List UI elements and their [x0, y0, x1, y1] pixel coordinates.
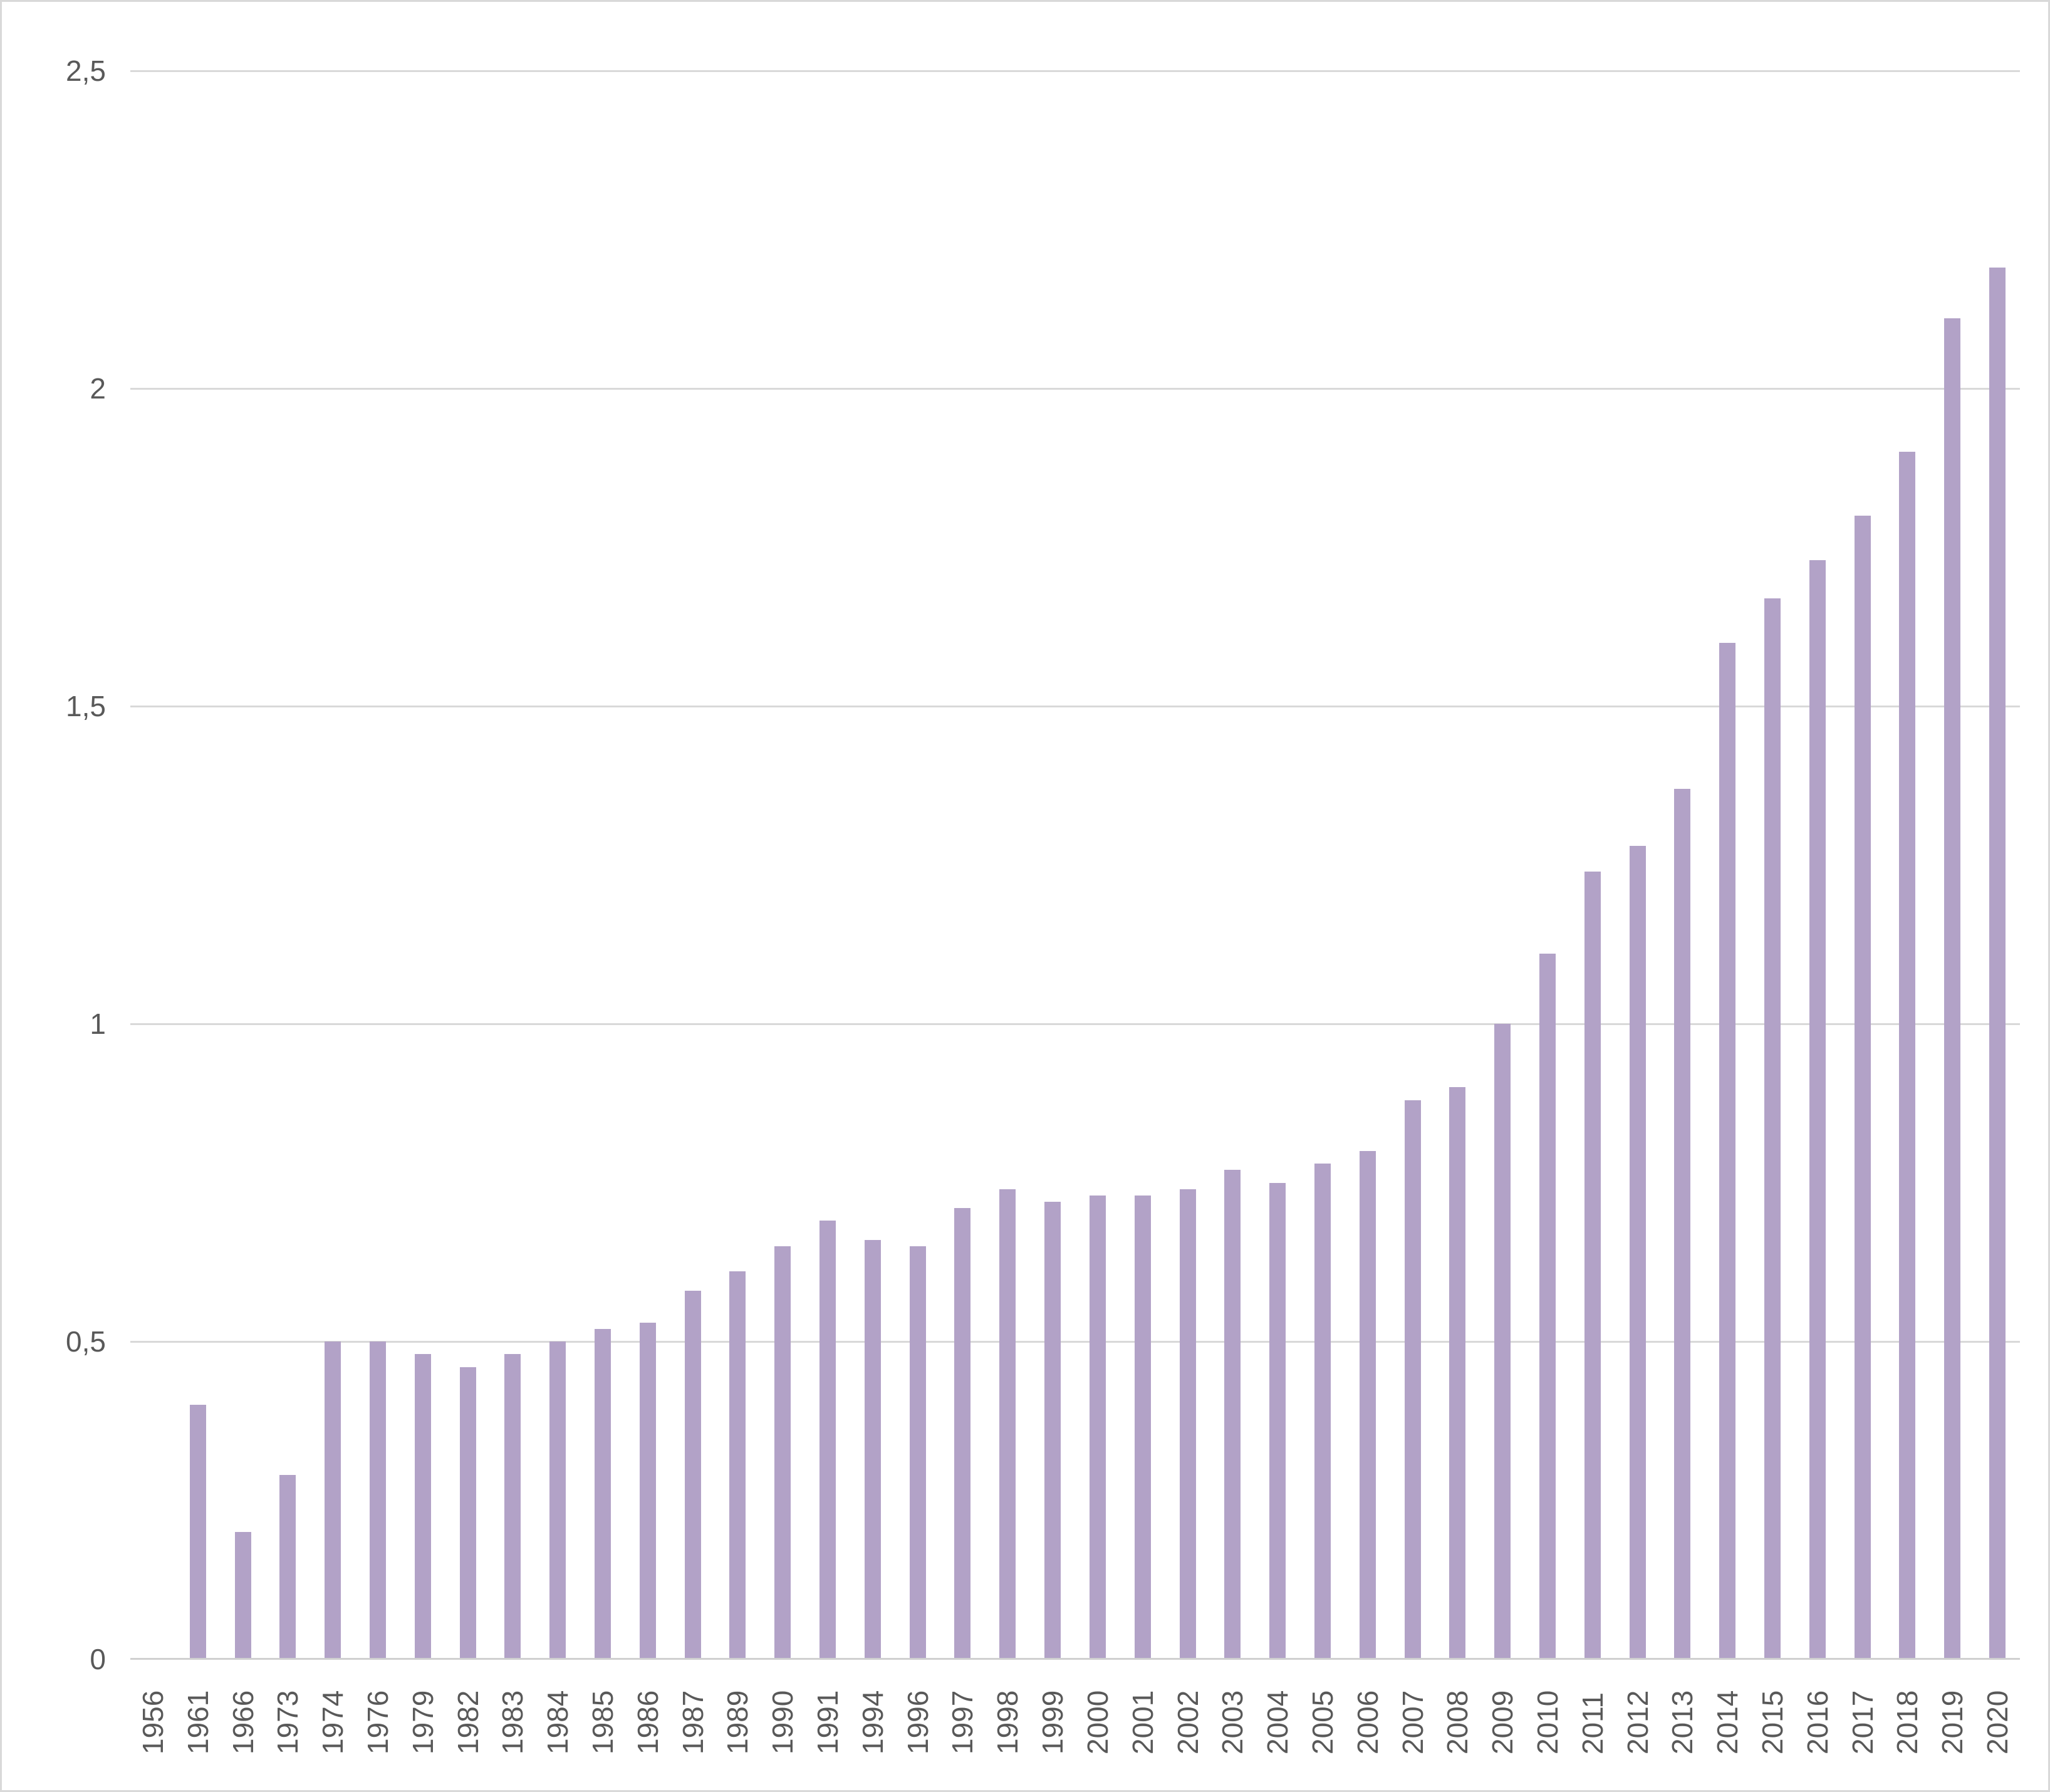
gridline: [130, 706, 2020, 707]
x-tick-label: 1985: [586, 1690, 619, 1754]
bar-2012: [1629, 846, 1646, 1659]
x-tick-label: 1998: [991, 1690, 1024, 1754]
x-tick-label: 2010: [1531, 1690, 1564, 1754]
x-tick-label: 1976: [361, 1690, 394, 1754]
x-tick-label: 2005: [1306, 1690, 1339, 1754]
bar-2007: [1404, 1100, 1421, 1659]
bar-1989: [729, 1271, 746, 1659]
x-tick-label: 1987: [676, 1690, 709, 1754]
x-tick-label: 1966: [226, 1690, 259, 1754]
x-tick-label: 2016: [1801, 1690, 1834, 1754]
x-tick-label: 1990: [766, 1690, 799, 1754]
bar-2017: [1854, 515, 1871, 1659]
bar-1987: [684, 1290, 701, 1659]
x-tick-label: 1999: [1036, 1690, 1069, 1754]
x-tick-label: 2012: [1621, 1690, 1654, 1754]
y-tick-label: 2: [90, 372, 106, 405]
gridline: [130, 1341, 2020, 1343]
x-tick-label: 2002: [1171, 1690, 1204, 1754]
bar-1997: [954, 1208, 971, 1659]
x-tick-label: 1989: [721, 1690, 754, 1754]
bar-1979: [414, 1354, 431, 1659]
x-tick-label: 2009: [1486, 1690, 1519, 1754]
bar-2002: [1179, 1189, 1196, 1659]
x-tick-label: 2017: [1846, 1690, 1879, 1754]
bar-2019: [1944, 318, 1961, 1659]
x-tick-label: 2014: [1711, 1690, 1744, 1754]
x-tick-label: 2004: [1261, 1690, 1294, 1754]
bar-2004: [1269, 1182, 1286, 1659]
x-tick-label: 1974: [316, 1690, 350, 1754]
bar-1982: [459, 1367, 476, 1659]
x-tick-label: 2008: [1441, 1690, 1474, 1754]
bar-1996: [909, 1246, 926, 1659]
bar-2010: [1539, 954, 1556, 1659]
bar-1976: [369, 1341, 386, 1659]
x-tick-label: 1956: [136, 1690, 169, 1754]
y-tick-label: 0,5: [66, 1325, 106, 1358]
bar-2006: [1359, 1150, 1376, 1659]
x-tick-label: 1986: [631, 1690, 664, 1754]
x-tick-label: 1984: [541, 1690, 575, 1754]
x-tick-label: 1982: [451, 1690, 484, 1754]
x-tick-label: 1997: [946, 1690, 979, 1754]
bar-1966: [234, 1532, 251, 1659]
x-tick-label: 2020: [1981, 1690, 2014, 1754]
x-tick-label: 1979: [406, 1690, 439, 1754]
bar-1973: [279, 1474, 296, 1659]
bar-1998: [999, 1189, 1016, 1659]
bar-1990: [774, 1246, 791, 1659]
gridline: [130, 70, 2020, 72]
bar-1961: [189, 1405, 206, 1659]
x-tick-label: 2015: [1756, 1690, 1789, 1754]
bar-2000: [1089, 1195, 1106, 1659]
y-axis-labels: 0 0,5 1 1,5 2 2,5: [2, 2, 106, 1790]
x-tick-label: 1991: [811, 1690, 845, 1754]
x-axis-line: [130, 1658, 2020, 1660]
x-tick-label: 1983: [496, 1690, 529, 1754]
x-tick-label: 2003: [1216, 1690, 1249, 1754]
y-tick-label: 0: [90, 1643, 106, 1675]
bar-1991: [819, 1221, 836, 1659]
bar-1984: [549, 1341, 566, 1659]
bar-2016: [1809, 560, 1826, 1659]
bar-1994: [864, 1239, 881, 1659]
bar-1986: [639, 1322, 656, 1659]
x-tick-label: 2007: [1396, 1690, 1429, 1754]
bar-2009: [1494, 1024, 1511, 1659]
bar-2013: [1674, 788, 1691, 1659]
bar-2015: [1764, 598, 1781, 1659]
bar-2008: [1449, 1087, 1466, 1659]
x-tick-label: 1973: [271, 1690, 304, 1754]
bar-1999: [1044, 1201, 1061, 1659]
y-tick-label: 2,5: [66, 55, 106, 87]
bar-1985: [595, 1328, 611, 1659]
bar-2005: [1314, 1164, 1331, 1659]
x-tick-label: 2013: [1666, 1690, 1699, 1754]
bar-2011: [1584, 871, 1601, 1659]
x-tick-label: 2018: [1891, 1690, 1924, 1754]
bar-1983: [504, 1354, 521, 1659]
bar-2001: [1134, 1195, 1151, 1659]
bar-2014: [1719, 642, 1736, 1659]
plot-area: [130, 70, 2020, 1660]
x-tick-label: 2011: [1576, 1692, 1609, 1754]
x-tick-label: 2019: [1936, 1690, 1969, 1754]
x-tick-label: 1996: [901, 1690, 934, 1754]
bar-1974: [325, 1341, 341, 1659]
gridline: [130, 388, 2020, 390]
x-tick-label: 1961: [181, 1690, 214, 1754]
gridline: [130, 1023, 2020, 1025]
x-tick-label: 1994: [856, 1690, 889, 1754]
x-tick-label: 2000: [1081, 1690, 1114, 1754]
y-tick-label: 1: [90, 1008, 106, 1040]
bar-2003: [1224, 1170, 1241, 1659]
x-tick-label: 2001: [1126, 1690, 1159, 1754]
x-tick-label: 2006: [1351, 1690, 1384, 1754]
y-tick-label: 1,5: [66, 690, 106, 722]
bar-2018: [1899, 452, 1916, 1659]
bar-2020: [1989, 268, 2006, 1659]
